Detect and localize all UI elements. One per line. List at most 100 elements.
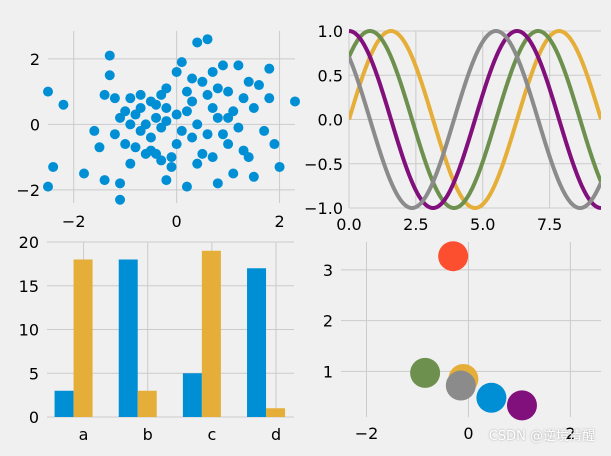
x-tick-label: 0 (463, 424, 473, 443)
y-tick-label: 2 (323, 312, 333, 331)
circle-point (445, 370, 476, 401)
scatter-point (223, 112, 234, 123)
scatter-point (192, 119, 203, 130)
scatter-point (269, 139, 280, 150)
scatter-point (192, 37, 203, 48)
scatter-point (212, 83, 223, 94)
scatter-point (264, 93, 275, 104)
scatter-point (99, 175, 110, 186)
scatter-point (161, 116, 172, 127)
scatter-point (187, 96, 198, 107)
scatter-point (171, 139, 182, 150)
scatter-point (125, 158, 136, 169)
sine-series-line (349, 28, 601, 211)
scatter-point (58, 99, 69, 110)
scatter-point (166, 161, 177, 172)
y-tick-label: 10 (19, 321, 39, 340)
x-tick-label: d (271, 425, 281, 444)
scatter-point (243, 152, 254, 163)
scatter-plot: −2 0 2 −2 0 2 (16, 31, 300, 231)
scatter-point (274, 161, 285, 172)
scatter-point (120, 139, 131, 150)
bar (182, 373, 202, 417)
scatter-point (217, 129, 228, 140)
y-tick-label: −1.0 (304, 199, 343, 218)
scatter-point (207, 102, 218, 113)
scatter-point (212, 112, 223, 123)
bar (73, 259, 93, 417)
circle-point (438, 241, 469, 272)
scatter-point (109, 93, 120, 104)
circle-scatter-plot: −2 0 2 1 2 3 (323, 241, 601, 443)
scatter-point (202, 34, 213, 45)
scatter-point (223, 86, 234, 97)
scatter-point (130, 142, 141, 153)
x-tick-label: 2 (565, 424, 575, 443)
scatter-point (217, 60, 228, 71)
scatter-point (197, 148, 208, 159)
scatter-point (207, 66, 218, 77)
scatter-point (156, 155, 167, 166)
scatter-point (223, 139, 234, 150)
scatter-point (243, 76, 254, 87)
x-tick-label: 0.0 (336, 215, 361, 234)
bar (201, 250, 221, 417)
bar (54, 390, 74, 417)
circle-point (506, 390, 537, 421)
y-tick-label: −2 (16, 181, 40, 200)
scatter-point (43, 181, 53, 192)
scatter-point (290, 96, 300, 107)
scatter-point (171, 66, 182, 77)
scatter-point (176, 125, 187, 136)
x-tick-label: −2 (355, 424, 379, 443)
scatter-point (99, 89, 110, 100)
scatter-point (181, 86, 192, 97)
x-tick-label: 2 (274, 212, 284, 231)
sine-series-line (349, 28, 601, 211)
scatter-point (145, 132, 156, 143)
scatter-point (120, 106, 131, 117)
y-tick-label: 1.0 (318, 22, 343, 41)
sine-series-line (349, 28, 601, 211)
scatter-point (228, 168, 239, 179)
scatter-point (233, 60, 244, 71)
scatter-point (161, 102, 172, 113)
bar (247, 268, 267, 417)
scatter-point (259, 125, 270, 136)
scatter-point (192, 158, 203, 169)
circle-point (476, 382, 507, 413)
scatter-point (135, 89, 146, 100)
sine-wave-plot: 0.0 2.5 5.0 7.5 −1.0 −0.5 0.0 0.5 1.0 (304, 22, 601, 234)
scatter-point (104, 50, 115, 61)
scatter-point (161, 83, 172, 94)
scatter-point (197, 76, 208, 87)
scatter-point (238, 93, 249, 104)
x-tick-label: −2 (62, 212, 86, 231)
circle-point (410, 357, 441, 388)
y-tick-label: 0.5 (318, 66, 343, 85)
watermark-text: CSDN @逆境清醒 (488, 429, 595, 444)
scatter-point (48, 161, 59, 172)
y-tick-label: 1 (323, 362, 333, 381)
y-tick-label: 0.0 (318, 111, 343, 130)
scatter-point (181, 181, 192, 192)
x-tick-label: b (143, 425, 153, 444)
scatter-point (181, 106, 192, 117)
bar-chart: 0 5 10 15 20 a b c d (19, 233, 294, 444)
scatter-point (125, 93, 136, 104)
scatter-point (115, 178, 126, 189)
scatter-point (161, 175, 172, 186)
y-tick-label: 0 (29, 408, 39, 427)
scatter-point (151, 99, 162, 110)
bar (137, 390, 157, 417)
scatter-point (248, 102, 259, 113)
y-tick-label: 15 (19, 277, 39, 296)
scatter-point (207, 152, 218, 163)
scatter-point (79, 168, 90, 179)
scatter-point (264, 63, 275, 74)
x-tick-label: 7.5 (537, 215, 562, 234)
scatter-point (43, 86, 53, 97)
scatter-point (94, 142, 105, 153)
